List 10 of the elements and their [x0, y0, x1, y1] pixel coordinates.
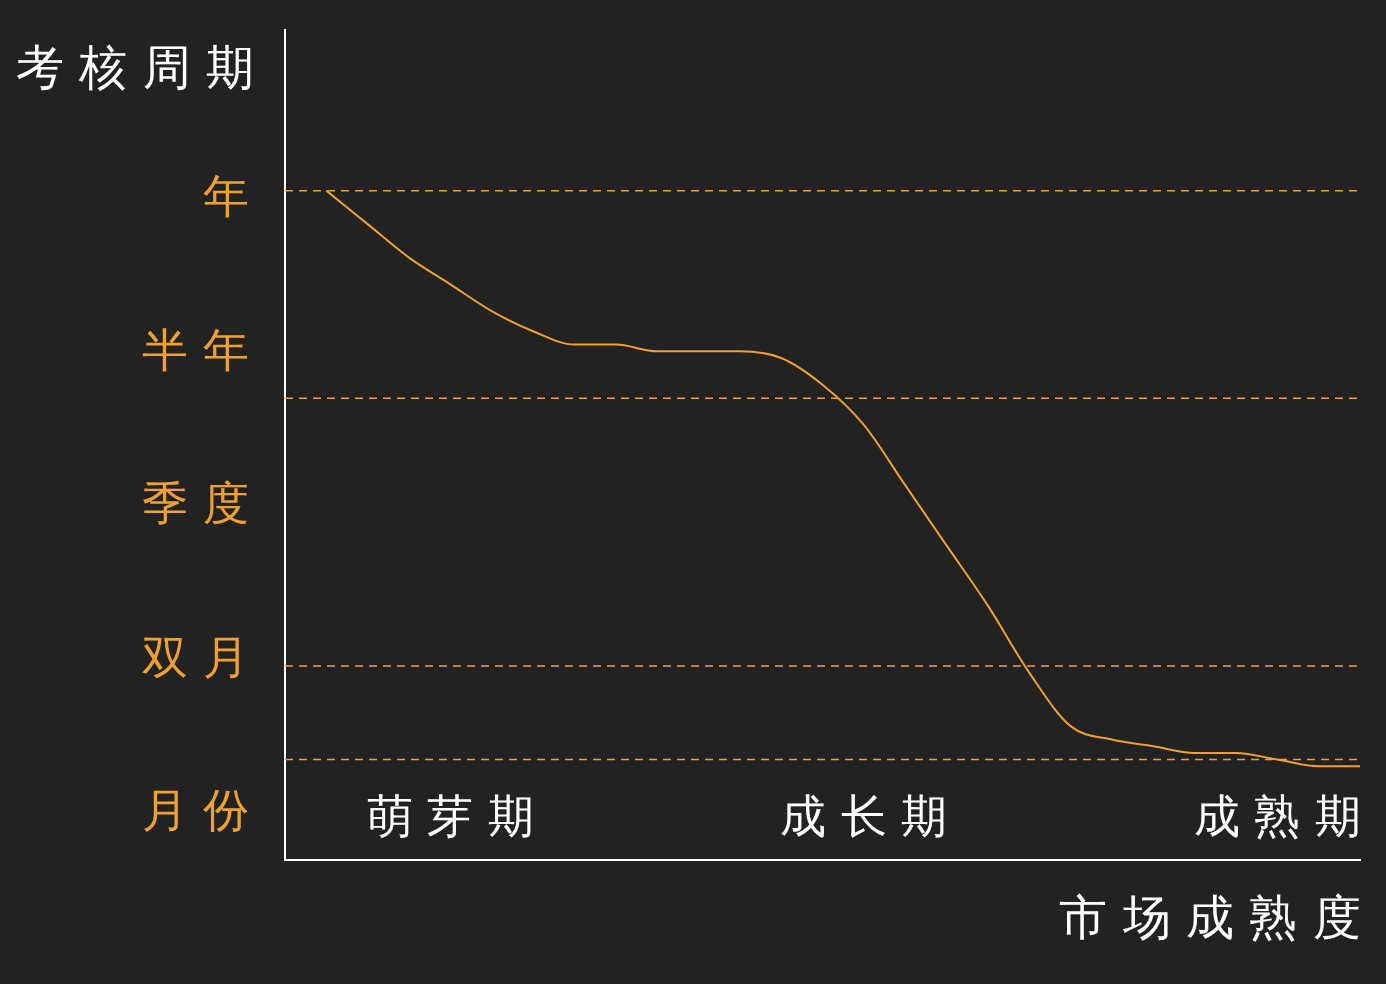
- text: 年: [203, 169, 249, 224]
- text: 季 度: [142, 476, 249, 531]
- x-tick-label: 成 长 期: [780, 788, 948, 843]
- y-axis-title: 考 核 周 期: [16, 39, 254, 96]
- x-axis-title: 市 场 成 熟 度: [1059, 889, 1361, 946]
- text: 月 份: [142, 783, 249, 838]
- x-tick-label: 成 熟 期: [1193, 788, 1361, 843]
- x-tick-label: 萌 芽 期: [366, 788, 535, 843]
- text: 半 年: [142, 322, 249, 377]
- text: 双 月: [142, 629, 249, 684]
